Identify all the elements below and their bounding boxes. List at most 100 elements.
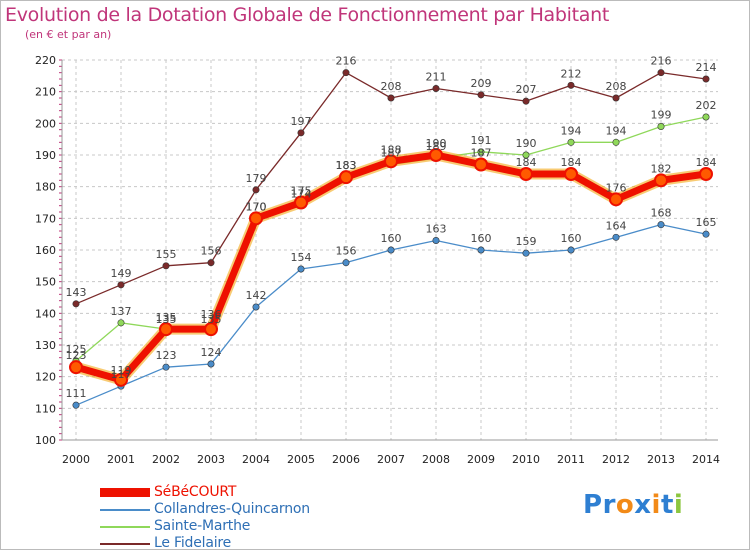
data-point-collandres-quincarnon [297,265,305,273]
data-label-sainte-marthe: 170 [246,200,267,213]
data-label-sainte-marthe: 135 [156,311,177,324]
y-tick-label: 170 [35,212,56,225]
x-tick-label: 2010 [512,453,540,466]
y-tick-label: 190 [35,149,56,162]
data-label-collandres-quincarnon: 164 [606,219,627,232]
data-point-sebecourt [519,167,533,181]
data-label-sainte-marthe: 190 [516,137,537,150]
brand-letter: t [660,490,674,520]
legend-label-sainte-marthe: Sainte-Marthe [154,518,251,534]
brand-letter: o [615,490,635,520]
brand-letter: P [583,490,603,520]
data-label-le-fidelaire: 212 [561,67,582,80]
data-point-collandres-quincarnon [477,246,485,254]
data-label-sainte-marthe: 137 [111,305,132,318]
data-point-le-fidelaire [342,69,350,77]
data-point-sebecourt [474,157,488,172]
data-point-le-fidelaire [162,262,170,270]
y-tick-label: 110 [35,402,56,415]
data-label-le-fidelaire: 156 [201,245,222,258]
data-point-le-fidelaire [387,94,395,102]
y-tick-label: 180 [35,181,56,194]
data-label-le-fidelaire: 208 [381,80,402,93]
data-label-sainte-marthe: 194 [606,124,627,137]
y-tick-label: 210 [35,86,56,99]
y-tick-label: 120 [35,371,56,384]
data-label-sainte-marthe: 125 [66,343,87,356]
data-label-sainte-marthe: 202 [696,99,717,112]
data-label-sebecourt: 184 [561,156,582,169]
x-tick-label: 2013 [647,453,675,466]
data-point-collandres-quincarnon [657,221,665,229]
data-label-sebecourt: 135 [156,313,177,326]
x-tick-label: 2002 [152,453,180,466]
data-label-sebecourt: 187 [471,147,492,160]
data-point-sainte-marthe [117,319,125,327]
data-point-sainte-marthe [657,123,665,131]
data-label-collandres-quincarnon: 124 [201,346,222,359]
data-point-sebecourt [114,372,128,387]
legend-label-sebecourt: SéBéCOURT [154,484,237,500]
data-point-sebecourt [339,170,353,185]
data-point-sainte-marthe [567,138,575,146]
chart-subtitle: (en € et par an) [25,28,112,41]
y-tick-label: 130 [35,339,56,352]
data-label-le-fidelaire: 149 [111,267,132,280]
data-label-sebecourt: 184 [696,156,717,169]
data-point-collandres-quincarnon [342,259,350,267]
data-point-collandres-quincarnon [522,249,530,257]
y-tick-label: 100 [35,434,56,447]
data-label-le-fidelaire: 155 [156,248,177,261]
data-label-le-fidelaire: 208 [606,80,627,93]
data-label-le-fidelaire: 216 [651,55,672,68]
data-label-sebecourt: 176 [606,181,627,194]
data-point-le-fidelaire [522,97,530,105]
y-tick-label: 200 [35,117,56,130]
data-label-collandres-quincarnon: 156 [336,245,357,258]
data-point-le-fidelaire [207,259,215,267]
data-point-sainte-marthe [702,113,710,121]
brand-letter: i [673,490,684,520]
data-point-sebecourt [294,195,308,210]
data-label-collandres-quincarnon: 117 [111,368,132,381]
data-point-le-fidelaire [432,85,440,93]
data-point-sebecourt [249,211,263,226]
data-point-sebecourt [204,322,218,337]
data-point-sebecourt [69,360,83,375]
data-point-collandres-quincarnon [612,233,620,241]
data-point-collandres-quincarnon [702,230,710,238]
data-point-sebecourt [609,192,623,207]
data-point-sebecourt [654,173,668,188]
data-label-collandres-quincarnon: 159 [516,235,537,248]
brand-letter: r [602,490,616,520]
x-tick-label: 2005 [287,453,315,466]
data-label-sainte-marthe: 174 [291,188,312,201]
data-label-sainte-marthe: 191 [471,134,492,147]
legend-swatch-collandres-quincarnon [100,509,150,511]
data-point-le-fidelaire [252,186,260,194]
chart-title: Evolution de la Dotation Globale de Fonc… [5,4,610,26]
data-point-sainte-marthe [477,148,485,156]
data-label-le-fidelaire: 216 [336,55,357,68]
data-label-collandres-quincarnon: 163 [426,223,447,236]
data-label-le-fidelaire: 214 [696,61,717,74]
data-point-collandres-quincarnon [567,246,575,254]
data-label-collandres-quincarnon: 160 [561,232,582,245]
brand-letter: x [634,490,652,520]
data-label-le-fidelaire: 179 [246,172,267,185]
x-tick-label: 2012 [602,453,630,466]
data-point-sainte-marthe [612,138,620,146]
data-point-le-fidelaire [297,129,305,137]
data-label-sainte-marthe: 189 [426,140,447,153]
data-point-sebecourt [429,148,443,162]
data-point-le-fidelaire [702,75,710,83]
data-label-sebecourt: 183 [336,159,357,172]
data-point-le-fidelaire [612,94,620,102]
data-point-collandres-quincarnon [387,246,395,254]
data-point-collandres-quincarnon [162,363,170,371]
data-label-collandres-quincarnon: 154 [291,251,312,264]
data-label-sainte-marthe: 136 [201,308,222,321]
y-tick-label: 140 [35,307,56,320]
data-label-collandres-quincarnon: 160 [471,232,492,245]
